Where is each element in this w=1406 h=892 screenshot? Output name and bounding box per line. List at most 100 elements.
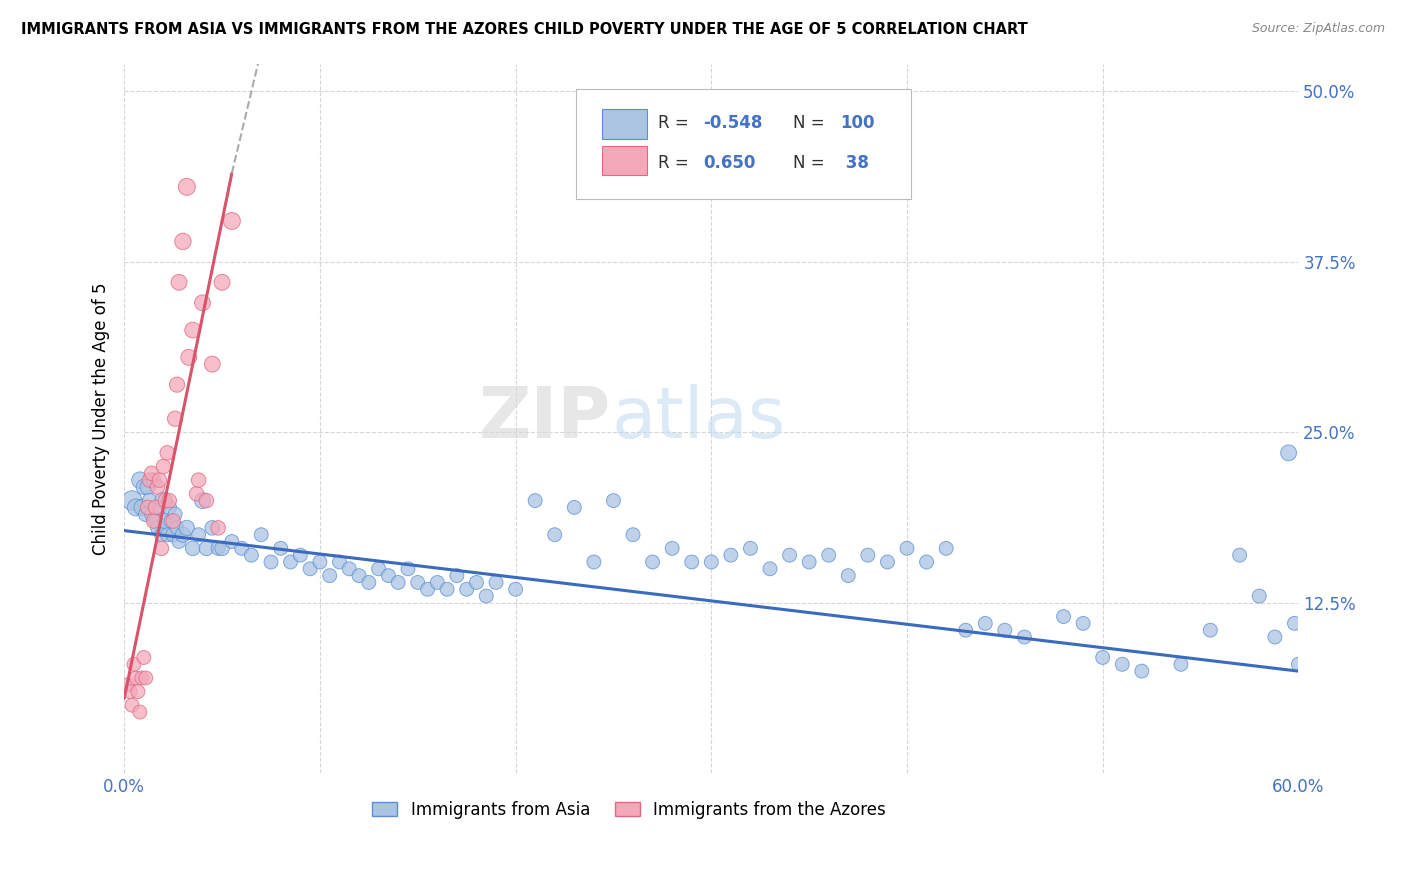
- Point: [1249, 589, 1271, 603]
- Point: [562, 500, 585, 515]
- Point: [347, 568, 370, 582]
- Point: [299, 562, 322, 576]
- Point: [260, 555, 283, 569]
- Point: [240, 548, 263, 562]
- Point: [436, 582, 458, 597]
- Point: [127, 684, 149, 698]
- Point: [165, 411, 187, 425]
- Point: [156, 527, 179, 541]
- Text: IMMIGRANTS FROM ASIA VS IMMIGRANTS FROM THE AZORES CHILD POVERTY UNDER THE AGE O: IMMIGRANTS FROM ASIA VS IMMIGRANTS FROM …: [21, 22, 1028, 37]
- Point: [155, 514, 177, 528]
- Point: [211, 541, 233, 556]
- Point: [177, 351, 200, 365]
- Text: R =: R =: [658, 114, 695, 132]
- Point: [132, 650, 155, 665]
- Point: [681, 555, 703, 569]
- Point: [280, 555, 302, 569]
- Point: [165, 508, 187, 522]
- Bar: [602, 145, 647, 176]
- Point: [207, 541, 229, 556]
- Point: [155, 493, 177, 508]
- Point: [132, 480, 155, 494]
- Point: [1130, 664, 1153, 678]
- Text: Source: ZipAtlas.com: Source: ZipAtlas.com: [1251, 22, 1385, 36]
- Point: [994, 623, 1017, 637]
- Point: [396, 562, 419, 576]
- Text: -0.548: -0.548: [703, 114, 762, 132]
- Point: [187, 473, 209, 487]
- Point: [524, 493, 547, 508]
- Point: [1277, 446, 1299, 460]
- Text: atlas: atlas: [612, 384, 786, 453]
- Point: [181, 541, 204, 556]
- Point: [465, 575, 488, 590]
- Point: [896, 541, 918, 556]
- Point: [221, 214, 243, 228]
- Point: [135, 671, 157, 685]
- Point: [207, 521, 229, 535]
- Point: [195, 541, 218, 556]
- Point: [456, 582, 478, 597]
- Point: [195, 493, 218, 508]
- Point: [157, 493, 180, 508]
- Point: [162, 527, 184, 541]
- Point: [191, 295, 214, 310]
- Point: [201, 521, 224, 535]
- Point: [602, 493, 624, 508]
- Point: [145, 500, 167, 515]
- Point: [915, 555, 938, 569]
- Point: [120, 684, 142, 698]
- Point: [416, 582, 439, 597]
- Point: [779, 548, 801, 562]
- Point: [1286, 657, 1309, 672]
- Point: [661, 541, 683, 556]
- Point: [797, 555, 820, 569]
- Point: [1199, 623, 1222, 637]
- Point: [135, 508, 157, 522]
- Point: [475, 589, 498, 603]
- Point: [544, 527, 567, 541]
- Point: [720, 548, 742, 562]
- Point: [955, 623, 977, 637]
- Point: [138, 493, 160, 508]
- Point: [1052, 609, 1074, 624]
- Point: [131, 671, 153, 685]
- Point: [148, 500, 170, 515]
- Point: [211, 276, 233, 290]
- Point: [176, 179, 198, 194]
- Point: [309, 555, 332, 569]
- Point: [141, 508, 163, 522]
- Point: [387, 575, 409, 590]
- Point: [125, 500, 148, 515]
- Point: [187, 527, 209, 541]
- Point: [406, 575, 429, 590]
- Point: [1264, 630, 1286, 644]
- Point: [1071, 616, 1094, 631]
- Point: [146, 521, 169, 535]
- Point: [290, 548, 312, 562]
- Point: [759, 562, 782, 576]
- Text: 38: 38: [841, 154, 869, 172]
- Point: [485, 575, 508, 590]
- Point: [141, 467, 163, 481]
- Point: [974, 616, 997, 631]
- Point: [1111, 657, 1133, 672]
- Point: [121, 493, 143, 508]
- Point: [357, 575, 380, 590]
- Point: [876, 555, 898, 569]
- Point: [162, 514, 184, 528]
- Point: [328, 555, 350, 569]
- Point: [172, 527, 194, 541]
- Point: [1170, 657, 1192, 672]
- Point: [1014, 630, 1036, 644]
- Point: [367, 562, 389, 576]
- Point: [152, 493, 174, 508]
- Point: [337, 562, 360, 576]
- Point: [142, 514, 165, 528]
- Point: [136, 500, 159, 515]
- Point: [166, 377, 188, 392]
- Point: [582, 555, 605, 569]
- Point: [176, 521, 198, 535]
- Point: [146, 480, 169, 494]
- Point: [117, 678, 139, 692]
